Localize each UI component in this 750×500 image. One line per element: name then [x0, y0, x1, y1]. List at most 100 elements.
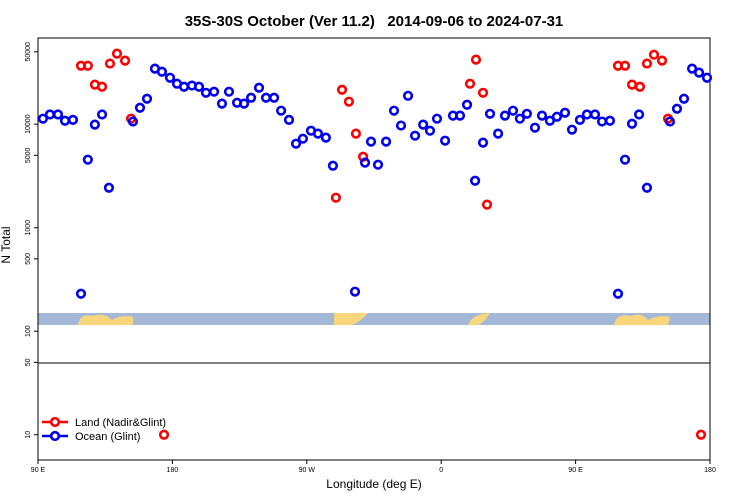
point	[312, 128, 324, 139]
point	[327, 160, 339, 171]
point	[37, 113, 49, 124]
point	[111, 48, 123, 59]
point	[461, 99, 473, 110]
y-tick-label: 10000	[25, 114, 32, 134]
point	[164, 72, 176, 83]
point	[499, 110, 511, 121]
y-tick-label: 100	[25, 325, 32, 337]
point	[320, 132, 332, 143]
point	[559, 107, 571, 118]
point	[409, 130, 421, 141]
map-strip	[38, 313, 710, 325]
point	[604, 115, 616, 126]
point	[439, 135, 451, 146]
point	[521, 108, 533, 119]
point	[96, 109, 108, 120]
point	[200, 87, 212, 98]
x-tick-label: 90 E	[568, 467, 583, 474]
x-tick-label: 180	[167, 467, 179, 474]
point	[75, 288, 87, 299]
point	[619, 60, 631, 71]
point	[96, 81, 108, 92]
point	[633, 109, 645, 120]
point	[223, 86, 235, 97]
x-axis-label: Longitude (deg E)	[326, 477, 421, 491]
point	[193, 81, 205, 92]
point	[648, 49, 660, 60]
point	[678, 93, 690, 104]
point	[208, 86, 220, 97]
point	[52, 109, 64, 120]
point	[477, 137, 489, 148]
point	[253, 82, 265, 93]
point	[268, 92, 280, 103]
point	[431, 113, 443, 124]
point	[596, 116, 608, 127]
point	[589, 109, 601, 120]
point	[551, 111, 563, 122]
point	[402, 90, 414, 101]
y-tick-label: 10	[25, 431, 32, 439]
point	[359, 157, 371, 168]
point	[477, 87, 489, 98]
point	[350, 128, 362, 139]
point	[464, 78, 476, 89]
point	[626, 118, 638, 129]
point	[469, 175, 481, 186]
x-tick-label: 180	[704, 467, 716, 474]
point	[216, 98, 228, 109]
point	[395, 120, 407, 131]
point	[103, 182, 115, 193]
point	[89, 119, 100, 130]
point	[82, 60, 93, 71]
point	[492, 128, 504, 139]
point	[260, 92, 272, 103]
point	[178, 81, 190, 92]
point	[343, 96, 355, 107]
point	[686, 63, 698, 74]
legend-label: Land (Nadir&Glint)	[75, 417, 166, 429]
point	[127, 116, 139, 127]
point	[141, 93, 153, 104]
y-tick-label: 50	[25, 358, 32, 366]
point	[276, 105, 287, 116]
point	[507, 105, 519, 116]
point	[238, 98, 250, 109]
point	[514, 113, 525, 124]
point	[566, 124, 578, 135]
y-axis-label: N Total	[0, 226, 13, 263]
point	[454, 110, 466, 121]
plot-frame	[37, 37, 711, 461]
point	[544, 115, 556, 126]
point	[626, 79, 638, 90]
point	[330, 192, 342, 203]
point	[701, 72, 713, 83]
point	[695, 429, 707, 440]
x-tick-label: 0	[439, 467, 443, 474]
x-tick-label: 90 W	[299, 467, 316, 474]
point	[470, 54, 482, 65]
point	[67, 114, 79, 125]
point	[574, 114, 586, 125]
legend-label: Ocean (Glint)	[75, 431, 140, 443]
point	[536, 110, 548, 121]
point	[619, 154, 631, 165]
y-tick-label: 50000	[25, 42, 32, 62]
point	[82, 154, 93, 165]
point	[349, 286, 361, 297]
point	[59, 115, 71, 126]
point	[388, 105, 400, 116]
point	[656, 55, 668, 66]
point	[671, 103, 683, 114]
point	[641, 58, 653, 69]
point	[424, 125, 436, 136]
point	[693, 67, 705, 78]
point	[156, 66, 168, 77]
point	[283, 114, 295, 125]
y-tick-label: 5000	[25, 147, 32, 163]
point	[134, 102, 146, 113]
point	[158, 429, 170, 440]
point	[119, 55, 131, 66]
point	[290, 138, 302, 149]
